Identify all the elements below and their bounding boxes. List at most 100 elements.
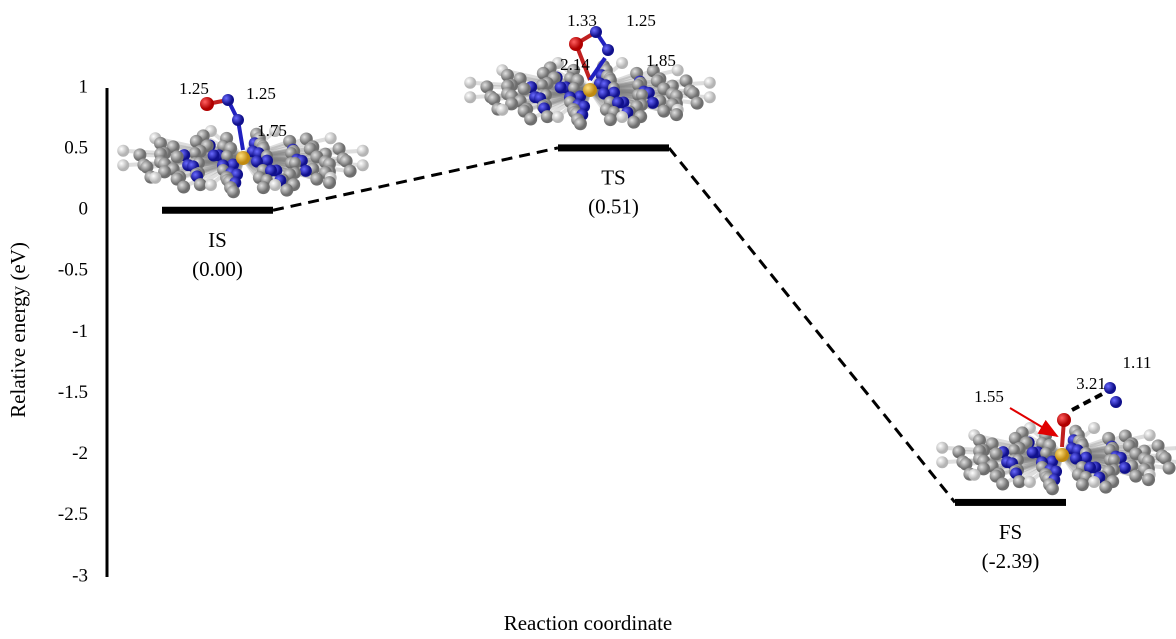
atom [357,145,369,157]
bond-length-label: 1.11 [1122,353,1151,372]
atom [222,94,234,106]
atom [208,150,220,162]
atom [1024,476,1036,488]
atom [604,113,617,126]
atom [704,77,716,89]
y-tick-label: 0 [79,199,89,220]
bond-length-label: 1.33 [567,11,597,30]
atom [464,77,476,89]
atom [518,82,531,95]
atom [627,116,640,129]
atom [1088,422,1100,434]
atom [1057,413,1071,427]
y-tick-label: -1 [72,321,88,342]
atom [647,97,659,109]
molecule-structures [117,26,1176,495]
atom [1076,478,1089,491]
y-tick-label: -2.5 [58,504,88,525]
value-label: (0.00) [192,257,243,281]
y-axis-title: Relative energy (eV) [6,242,30,418]
atom [171,150,184,163]
state-label: FS [999,520,1022,544]
atom [325,132,337,144]
value-label: (-2.39) [982,549,1040,573]
bond-length-label: 1.85 [646,51,676,70]
atom [357,159,369,171]
metal-atom [583,83,597,97]
atom [269,179,281,191]
chart: Relative energy (eV) Reaction coordinate… [0,0,1176,639]
metal-atom [236,151,250,165]
atom [1088,476,1100,488]
energy-level [955,499,1066,506]
atom [1163,462,1176,475]
atom [616,57,628,69]
atom [602,44,614,56]
bond-length-label: 1.25 [626,11,656,30]
atom [670,108,683,121]
atom [1110,396,1122,408]
y-tick-label: 1 [79,76,89,97]
atom [1129,470,1142,483]
distance-line [1072,392,1106,410]
atom [117,145,129,157]
bond-length-label: 1.75 [257,121,287,140]
y-tick-label: -1.5 [58,382,88,403]
atom [1027,447,1039,459]
atom [936,456,948,468]
atom [344,165,357,178]
atom [1144,429,1156,441]
connector [669,148,955,503]
atom [257,181,270,194]
y-tick-label: -0.5 [58,260,88,281]
state-label: IS [208,228,227,252]
energy-level [162,207,273,214]
bond-length-label: 3.21 [1076,374,1106,393]
atom [1119,462,1131,474]
atom [555,82,567,94]
atom [616,111,628,123]
atom [310,173,323,186]
atom [1142,473,1155,486]
atom [524,113,537,126]
atom [323,176,336,189]
energy-level [558,144,669,151]
y-tick-label: -3 [72,565,88,586]
value-label: (0.51) [588,195,639,219]
atom [552,111,564,123]
atom [996,478,1009,491]
y-tick-label: -2 [72,443,88,464]
atom [227,185,240,198]
atom [280,184,293,197]
atom [496,104,508,116]
atom [1099,481,1112,494]
bond-length-label: 2.14 [560,55,590,74]
atom [574,117,587,130]
atom [464,91,476,103]
bond-length-label: 1.25 [246,84,276,103]
atom [300,165,312,177]
atom [968,469,980,481]
atom [657,105,670,118]
atom [194,178,207,191]
atom [149,172,161,184]
state-label: TS [601,166,626,190]
atom [1046,482,1059,495]
bond-length-label: 1.25 [179,79,209,98]
atom [691,97,704,110]
atom [704,91,716,103]
atom [232,114,244,126]
atom [117,159,129,171]
atom [936,442,948,454]
bond-length-label: 1.55 [974,387,1004,406]
atom [541,110,554,123]
x-axis-title: Reaction coordinate [504,611,673,635]
atom [177,181,190,194]
atom [990,447,1003,460]
y-tick-label: 0.5 [64,137,88,158]
metal-atom [1055,448,1069,462]
atom [1013,475,1026,488]
atom [569,37,583,51]
atom [200,97,214,111]
atom [205,179,217,191]
